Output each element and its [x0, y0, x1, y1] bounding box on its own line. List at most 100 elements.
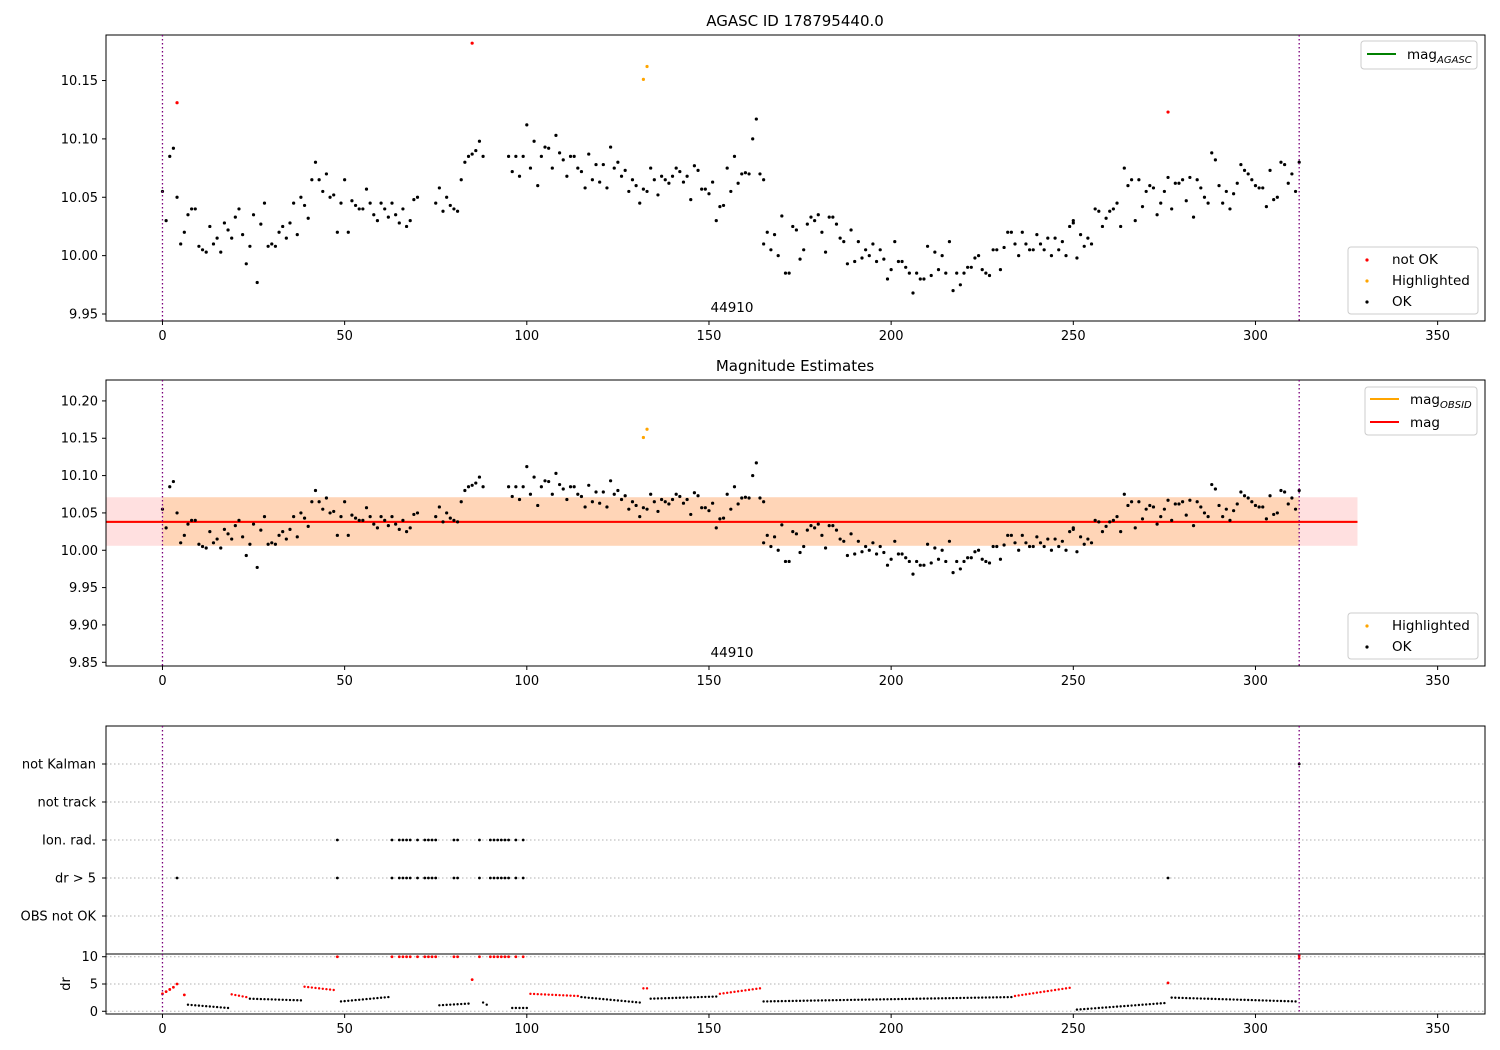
dr-point [831, 999, 835, 1002]
dr-point [1174, 996, 1177, 999]
dr-point [1239, 998, 1243, 1001]
highlighted-point [645, 64, 649, 69]
ok-point [1261, 186, 1265, 190]
ok-point [925, 244, 930, 248]
x-tick-label: 100 [514, 329, 539, 344]
ok-point [864, 248, 868, 252]
ok-point [1133, 219, 1137, 223]
dr-point [1144, 1003, 1148, 1006]
dr-flagged-point [310, 986, 314, 989]
ok-point [1064, 548, 1068, 552]
ok-point [1035, 535, 1039, 539]
ok-point [609, 479, 613, 483]
dr-point [984, 996, 988, 999]
ok-point [674, 166, 678, 170]
dr-flagged-point [1021, 993, 1024, 997]
dr-point [1250, 998, 1254, 1002]
dr-point [908, 997, 911, 1001]
dr-point [879, 998, 882, 1001]
dr-flagged-point [1297, 954, 1301, 958]
x-tick-label: 350 [1425, 329, 1450, 344]
ok-point [711, 501, 715, 505]
x-tick-label: 250 [1061, 1022, 1086, 1037]
dr-flagged-point [325, 987, 328, 991]
dr-point [620, 999, 623, 1003]
ok-point [940, 254, 944, 258]
x-tick-label: 100 [514, 674, 539, 689]
ok-point [641, 506, 645, 510]
ok-point [364, 187, 369, 191]
ok-point [539, 154, 543, 159]
dr-point [299, 999, 303, 1002]
ok-point [1071, 221, 1075, 225]
dr-point [762, 1000, 765, 1003]
ok-point [1206, 201, 1210, 205]
x-tick-label: 150 [697, 674, 722, 689]
dr-point [1108, 1005, 1111, 1009]
ok-point [751, 473, 755, 478]
obsid-annotation: 44910 [711, 645, 754, 661]
ok-point [1006, 230, 1010, 234]
ok-point [226, 532, 230, 536]
ok-point [594, 490, 598, 494]
dr-point [886, 998, 889, 1001]
ok-point [193, 207, 197, 211]
ok-point [572, 485, 576, 489]
dr-point [438, 1004, 441, 1007]
dr-flagged-point [492, 955, 496, 959]
dr-point [1279, 999, 1283, 1003]
ok-point [940, 548, 944, 552]
ok-point [1264, 205, 1269, 209]
dr-point [1225, 998, 1228, 1001]
ok-point [925, 542, 930, 546]
dr-point [190, 1003, 193, 1007]
ok-point [390, 515, 394, 519]
ok-point [270, 242, 274, 246]
ok-point [823, 250, 828, 254]
ok-point [1195, 500, 1199, 504]
ok-point [273, 542, 278, 546]
highlighted-point [641, 435, 645, 440]
ok-point [754, 461, 758, 465]
ok-point [255, 280, 259, 285]
dr-flagged-point [1032, 992, 1035, 995]
ok-point [459, 178, 463, 182]
ok-point [1086, 537, 1090, 541]
ok-point [1068, 529, 1072, 534]
ok-point [1053, 236, 1057, 240]
dr-point [919, 997, 922, 1000]
ok-point [1246, 496, 1250, 500]
ok-point [998, 268, 1003, 272]
x-tick-label: 350 [1425, 1022, 1450, 1037]
ok-point [1111, 518, 1115, 522]
ok-point [649, 492, 653, 496]
ok-point [762, 178, 766, 182]
ok-point [1053, 537, 1057, 541]
ok-point [404, 529, 409, 534]
dr-point [1002, 996, 1006, 999]
ok-point [663, 500, 667, 504]
dr-point [594, 997, 598, 1000]
ok-point [459, 500, 463, 504]
ok-point [732, 154, 737, 159]
dr-point [288, 998, 292, 1002]
dr-panel: 0 50 100 150 200 250 300 350 0 5 10 dr [59, 950, 1486, 1037]
ok-point [284, 236, 288, 240]
ok-point [700, 506, 704, 510]
ok-point [787, 559, 791, 564]
ok-point [306, 524, 310, 528]
ok-point [1082, 244, 1086, 248]
ok-point [284, 537, 288, 541]
y-tick-label: 10.10 [61, 469, 98, 484]
ok-point [397, 221, 401, 225]
ok-point [685, 497, 689, 502]
ok-point [623, 168, 627, 173]
ok-point [1071, 527, 1075, 531]
ok-point [179, 541, 183, 545]
ok-point [565, 174, 569, 178]
ok-point [1202, 511, 1207, 515]
flag-point [507, 838, 510, 842]
ok-point [831, 524, 835, 528]
dr-point [951, 996, 955, 1000]
ok-point [368, 201, 372, 205]
